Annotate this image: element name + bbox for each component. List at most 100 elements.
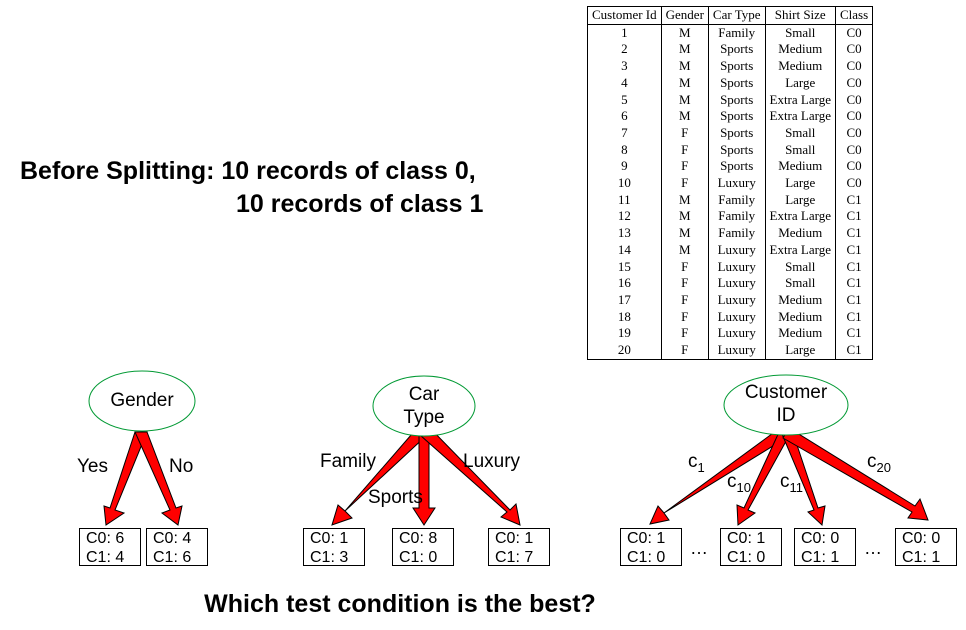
table-cell: C0 xyxy=(834,175,874,192)
table-cell: C1 xyxy=(834,342,874,360)
table-cell: C0 xyxy=(834,91,874,109)
table-cell: Sports xyxy=(707,124,766,142)
table-row: 9 F Sports Medium C0 xyxy=(587,158,874,176)
gender-node-text: Gender xyxy=(110,390,174,411)
customer-data-table: Customer Id Gender Car Type Shirt Size Class… xyxy=(587,6,874,360)
customer-leaf-11: C0: 0 C1: 1 xyxy=(794,528,856,566)
table-cell: 12 xyxy=(587,208,662,226)
table-cell: C0 xyxy=(834,108,874,125)
customer-ellipsis-2: … xyxy=(864,538,882,558)
table-cell: M xyxy=(660,241,709,259)
table-cell: 11 xyxy=(587,191,662,209)
table-cell: C0 xyxy=(834,41,874,59)
table-cell: C0 xyxy=(834,74,874,92)
edge-sub: 10 xyxy=(736,479,751,495)
table-cell: M xyxy=(660,225,709,242)
table-row: 4 M Sports Large C0 xyxy=(587,74,874,92)
table-cell: M xyxy=(660,24,709,42)
table-cell: C1 xyxy=(834,275,874,292)
table-cell: 13 xyxy=(587,225,662,242)
customer-edge-c10: c10 xyxy=(727,471,751,495)
leaf-c0: C0: 0 xyxy=(801,530,840,547)
table-cell: C1 xyxy=(834,191,874,209)
table-row: 7 F Sports Small C0 xyxy=(587,124,874,142)
table-cell: C0 xyxy=(834,141,874,159)
table-row: 2 M Sports Medium C0 xyxy=(587,41,874,59)
leaf-c1: C1: 1 xyxy=(902,549,941,566)
leaf-c0: C0: 1 xyxy=(627,530,666,547)
before-line2: 10 records of class 1 xyxy=(236,190,484,218)
table-cell: Medium xyxy=(764,308,836,326)
table-row: 6 M Sports Extra Large C0 xyxy=(587,108,874,125)
edge-base: c xyxy=(727,471,737,492)
leaf-c1: C1: 6 xyxy=(153,549,192,566)
car-edge-luxury: Luxury xyxy=(463,451,521,472)
table-header-cell: Car Type xyxy=(707,6,766,25)
customer-leaf-10: C0: 1 C1: 0 xyxy=(720,528,782,566)
leaf-c0: C0: 6 xyxy=(86,530,125,547)
customer-leaf-20: C0: 0 C1: 1 xyxy=(895,528,957,566)
table-cell: 15 xyxy=(587,258,662,276)
gender-leaf-no: C0: 4 C1: 6 xyxy=(146,528,208,566)
arrow-customer-c20 xyxy=(782,427,929,521)
table-cell: 17 xyxy=(587,291,662,309)
table-cell: Medium xyxy=(764,325,836,343)
table-cell: Sports xyxy=(707,58,766,75)
leaf-c1: C1: 0 xyxy=(727,549,766,566)
table-cell: F xyxy=(660,275,709,292)
table-cell: Luxury xyxy=(707,325,766,343)
gender-node-label: Gender xyxy=(92,389,192,412)
leaf-c0: C0: 4 xyxy=(153,530,192,547)
table-cell: F xyxy=(660,158,709,176)
customer-arrows xyxy=(649,427,929,527)
edge-base: c xyxy=(688,451,698,472)
table-row: 18 F Luxury Medium C1 xyxy=(587,308,874,326)
table-cell: M xyxy=(660,208,709,226)
table-cell: F xyxy=(660,342,709,360)
table-cell: Small xyxy=(764,258,836,276)
table-cell: Medium xyxy=(764,225,836,242)
table-cell: Sports xyxy=(707,91,766,109)
arrow-gender-yes xyxy=(103,431,148,526)
table-header-row: Customer Id Gender Car Type Shirt Size Class xyxy=(587,6,874,25)
customer-node-line2: ID xyxy=(776,405,796,426)
leaf-c0: C0: 1 xyxy=(310,530,349,547)
table-cell: F xyxy=(660,175,709,192)
leaf-c1: C1: 7 xyxy=(495,549,534,566)
table-cell: 20 xyxy=(587,342,662,360)
customer-edge-c1: c1 xyxy=(688,451,705,475)
table-row: 1 M Family Small C0 xyxy=(587,24,874,42)
table-cell: Family xyxy=(707,24,766,42)
table-cell: Small xyxy=(764,141,836,159)
table-cell: Small xyxy=(764,275,836,292)
customer-node-label: Customer ID xyxy=(726,381,846,427)
table-header-cell: Customer Id xyxy=(587,6,662,25)
table-cell: C1 xyxy=(834,308,874,326)
edge-sub: 20 xyxy=(876,459,891,475)
car-leaf-family: C0: 1 C1: 3 xyxy=(303,528,365,566)
table-cell: Small xyxy=(764,24,836,42)
table-cell: Large xyxy=(764,342,836,360)
table-cell: M xyxy=(660,108,709,125)
table-cell: Family xyxy=(707,208,766,226)
table-cell: Luxury xyxy=(707,275,766,292)
table-cell: C1 xyxy=(834,225,874,242)
table-cell: C1 xyxy=(834,325,874,343)
table-cell: Extra Large xyxy=(764,208,836,226)
car-node-shape xyxy=(372,375,476,437)
table-header-cell: Gender xyxy=(660,6,709,25)
table-cell: C0 xyxy=(834,124,874,142)
gender-node-shape xyxy=(88,370,196,432)
table-cell: M xyxy=(660,74,709,92)
edge-base: c xyxy=(867,451,877,472)
car-edge-family: Family xyxy=(320,451,376,472)
table-cell: Luxury xyxy=(707,308,766,326)
table-cell: Extra Large xyxy=(764,241,836,259)
table-header-cell: Shirt Size xyxy=(764,6,836,25)
leaf-c0: C0: 8 xyxy=(399,530,438,547)
table-cell: Large xyxy=(764,74,836,92)
customer-node-shape xyxy=(723,374,849,436)
arrow-customer-c10 xyxy=(736,429,791,526)
table-cell: C0 xyxy=(834,58,874,75)
customer-edge-c11: c11 xyxy=(780,471,803,495)
